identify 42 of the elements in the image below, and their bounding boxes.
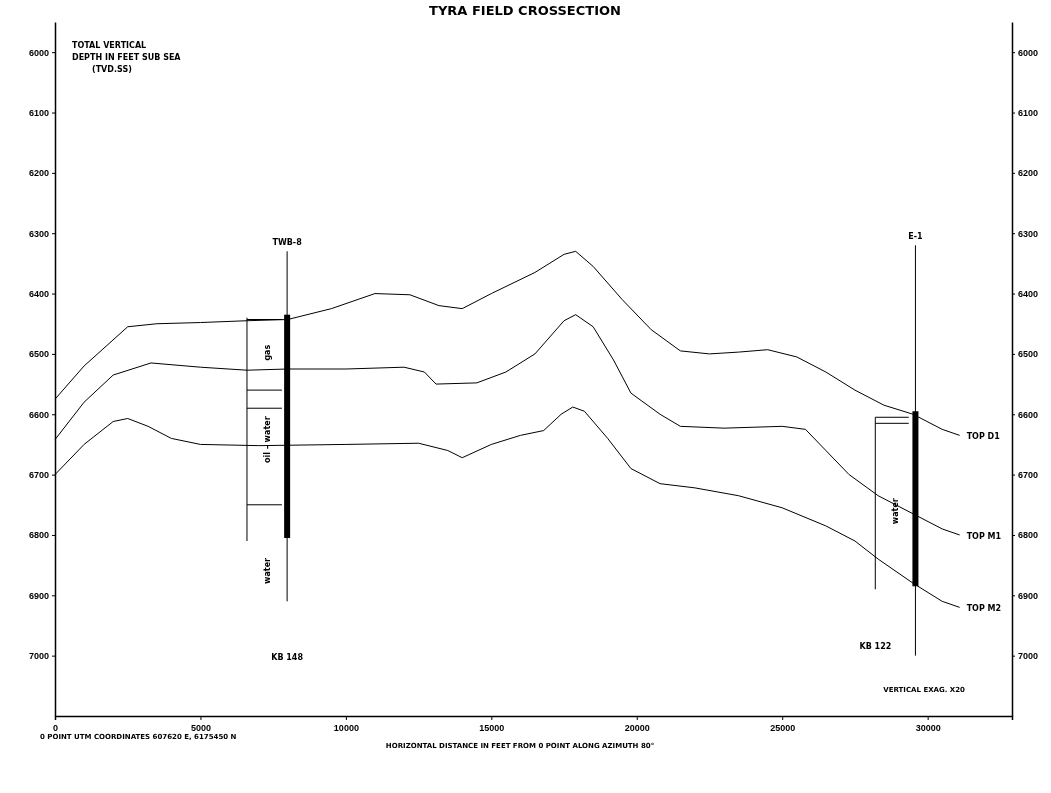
series-label: TWB-8 (272, 238, 303, 248)
y-axis-title: TOTAL VERTICAL DEPTH IN FEET SUB SEA (TVD.SS) (72, 41, 182, 74)
y-tick-label: 6100 (28, 108, 49, 119)
y-tick-label: 6200 (28, 168, 49, 179)
y2-tick-label: 6800 (1018, 530, 1039, 541)
y2-tick-label: 6900 (1018, 590, 1039, 601)
x-tick-label: 15000 (479, 723, 505, 733)
x-tick-label: 10000 (333, 723, 359, 733)
y-tick-label: 6700 (28, 470, 49, 481)
y2-tick-label: 6400 (1018, 289, 1039, 300)
x-tick-label: 20000 (624, 723, 650, 733)
x-tick-label: 25000 (770, 723, 796, 733)
y-tick-label: 6400 (28, 289, 49, 300)
y-tick-label: 6300 (28, 228, 49, 239)
y2-tick-label: 6200 (1018, 168, 1039, 179)
y2-tick-label: 6100 (1018, 108, 1039, 119)
y2-tick-label: 6000 (1018, 47, 1039, 58)
y2-tick-label: 7000 (1018, 651, 1039, 662)
y-tick-label: 6900 (28, 590, 49, 601)
y-tick-label: 6500 (28, 349, 49, 360)
annotation: water (262, 557, 272, 584)
x-tick-label: 30000 (915, 723, 941, 733)
x-tick-label: 5000 (190, 723, 211, 733)
y-tick-label: 6000 (28, 47, 49, 58)
series-label: E-1 (908, 232, 924, 242)
y2-tick-label: 6700 (1018, 470, 1039, 481)
y2-tick-label: 6300 (1018, 228, 1039, 239)
series-label: TOP D1 (966, 432, 1001, 442)
y-tick-label: 6600 (28, 409, 49, 420)
legend-label: TOP M1 (966, 531, 1002, 541)
y-tick-label: 7000 (28, 651, 49, 662)
annotation: oil – water (262, 416, 272, 463)
annotation: water (890, 498, 900, 525)
annotation: KB 148 (271, 653, 304, 663)
annotation: gas (262, 344, 272, 361)
y-tick-label: 6800 (28, 530, 49, 541)
annotation: KB 122 (859, 641, 892, 651)
chart-title: TYRA FIELD CROSSECTION (429, 3, 621, 18)
series-label: TOP M2 (966, 604, 1002, 614)
y2-tick-label: 6500 (1018, 349, 1039, 360)
y2-tick-label: 6600 (1018, 409, 1039, 420)
x-tick-label: 0 (52, 723, 59, 733)
